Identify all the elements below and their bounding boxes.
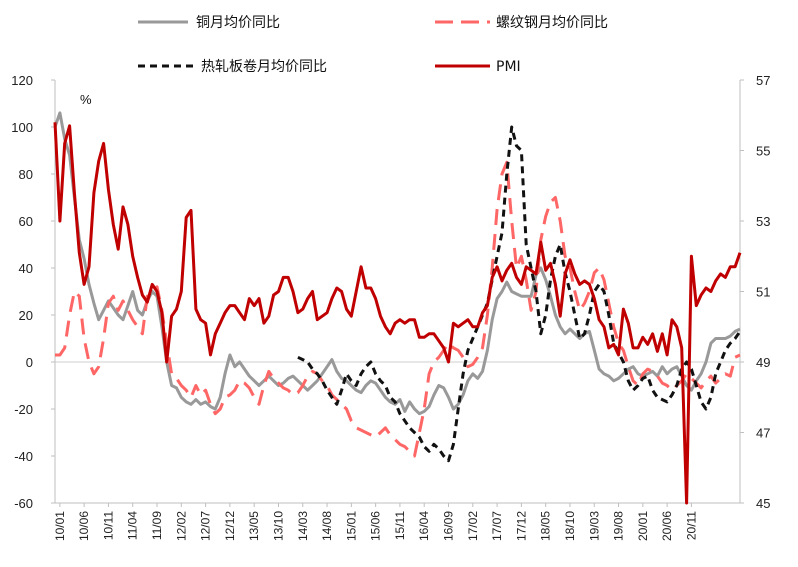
x-tick-label: 17/07 xyxy=(490,511,504,541)
x-tick-label: 12/07 xyxy=(199,511,213,541)
x-tick-label: 16/04 xyxy=(417,511,431,541)
legend-item-pmi: PMI xyxy=(435,59,521,75)
legend-item-copper: 铜月均价同比 xyxy=(138,15,280,31)
legend-item-rebar: 螺纹钢月均价同比 xyxy=(435,15,608,31)
left-tick-label: 80 xyxy=(19,167,33,182)
x-tick-label: 10/06 xyxy=(77,511,91,541)
legend-label-pmi: PMI xyxy=(496,59,521,75)
right-tick-label: 47 xyxy=(756,426,770,441)
x-tick-label: 13/05 xyxy=(247,511,261,541)
x-tick-label: 12/12 xyxy=(223,511,237,541)
x-tick-label: 20/11 xyxy=(684,511,698,540)
right-tick-label: 55 xyxy=(756,144,770,159)
legend-item-hrc: 热轧板卷月均价同比 xyxy=(138,59,327,75)
unit-label: % xyxy=(80,92,92,107)
left-tick-label: 120 xyxy=(11,73,33,88)
right-tick-label: 45 xyxy=(756,496,770,511)
x-tick-label: 15/11 xyxy=(393,511,407,540)
x-tick-label: 19/03 xyxy=(587,511,601,541)
x-tick-label: 20/01 xyxy=(636,511,650,541)
legend-label-hrc: 热轧板卷月均价同比 xyxy=(201,59,327,75)
x-tick-label: 18/05 xyxy=(539,511,553,541)
legend-label-copper: 铜月均价同比 xyxy=(196,15,280,31)
series-hrc-line xyxy=(297,125,742,463)
right-tick-label: 57 xyxy=(756,73,770,88)
x-tick-label: 14/08 xyxy=(320,511,334,541)
legend-label-rebar: 螺纹钢月均价同比 xyxy=(496,15,608,31)
x-tick-label: 17/12 xyxy=(514,511,528,541)
right-tick-label: 49 xyxy=(756,355,770,370)
axes: 120 100 80 60 40 20 0 -20 -40 -60 57 55 53 51 49 47 45 10… xyxy=(11,73,770,541)
x-tick-label: 20/06 xyxy=(660,511,674,541)
left-tick-label: 0 xyxy=(26,355,33,370)
x-tick-label: 18/10 xyxy=(563,511,577,541)
series-copper-line xyxy=(53,111,741,416)
x-tick-label: 15/01 xyxy=(344,511,358,541)
x-tick-label: 17/02 xyxy=(466,511,480,541)
left-tick-label: 60 xyxy=(19,214,33,229)
series-layer xyxy=(53,111,742,505)
right-tick-label: 51 xyxy=(756,285,770,300)
left-tick-label: 20 xyxy=(19,308,33,323)
legend: 铜月均价同比 螺纹钢月均价同比 热轧板卷月均价同比 PMI xyxy=(138,15,608,75)
left-tick-label: -20 xyxy=(14,402,33,417)
series-rebar-line xyxy=(55,160,741,458)
left-tick-label: -60 xyxy=(14,496,33,511)
x-tick-label: 11/09 xyxy=(150,511,164,540)
series-pmi-line xyxy=(53,122,742,505)
x-tick-label: 12/02 xyxy=(174,511,188,541)
x-tick-label: 10/11 xyxy=(101,511,115,540)
left-tick-label: -40 xyxy=(14,449,33,464)
x-tick-label: 13/10 xyxy=(271,511,285,541)
right-tick-label: 53 xyxy=(756,214,770,229)
x-tick-label: 10/01 xyxy=(53,511,67,541)
x-tick-label: 19/08 xyxy=(612,511,626,541)
left-tick-label: 100 xyxy=(11,120,33,135)
left-tick-label: 40 xyxy=(19,261,33,276)
x-tick-label: 15/06 xyxy=(369,511,383,541)
x-tick-label: 11/04 xyxy=(126,511,140,540)
x-tick-label: 16/09 xyxy=(442,511,456,541)
x-tick-label: 14/03 xyxy=(296,511,310,541)
